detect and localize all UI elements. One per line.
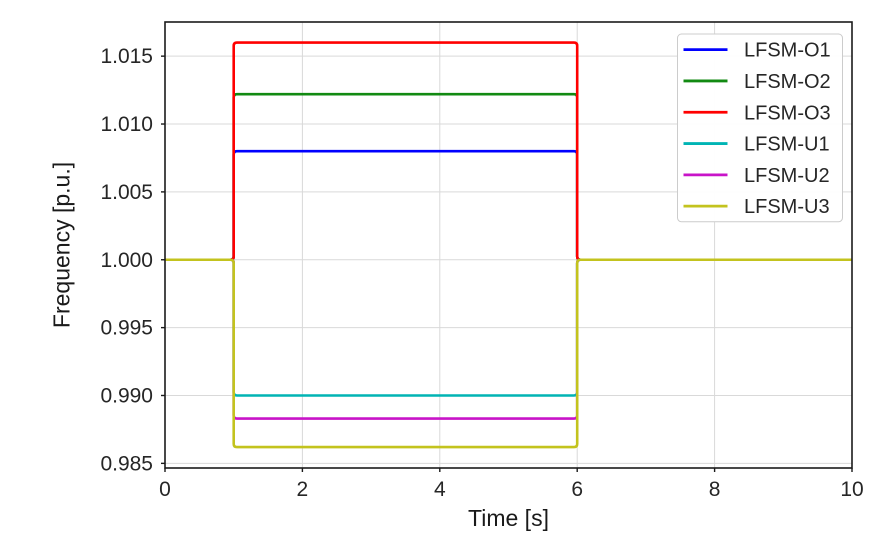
svg-text:LFSM-O3: LFSM-O3 xyxy=(744,102,831,124)
svg-text:1.000: 1.000 xyxy=(100,249,153,272)
svg-text:8: 8 xyxy=(709,478,721,501)
svg-text:LFSM-U1: LFSM-U1 xyxy=(744,134,830,156)
svg-text:0.995: 0.995 xyxy=(100,317,153,340)
svg-text:2: 2 xyxy=(297,478,309,501)
svg-text:1.005: 1.005 xyxy=(100,181,153,204)
svg-text:LFSM-U2: LFSM-U2 xyxy=(744,165,830,187)
svg-text:0.990: 0.990 xyxy=(100,384,153,407)
svg-text:LFSM-U3: LFSM-U3 xyxy=(744,196,830,218)
svg-text:Frequency [p.u.]: Frequency [p.u.] xyxy=(49,162,75,328)
svg-text:LFSM-O1: LFSM-O1 xyxy=(744,40,831,62)
svg-text:6: 6 xyxy=(571,478,583,501)
svg-text:LFSM-O2: LFSM-O2 xyxy=(744,71,831,93)
svg-text:0: 0 xyxy=(159,478,171,501)
svg-text:0.985: 0.985 xyxy=(100,452,153,475)
svg-text:Time [s]: Time [s] xyxy=(468,505,549,531)
svg-text:4: 4 xyxy=(434,478,446,501)
svg-text:1.010: 1.010 xyxy=(100,113,153,136)
svg-text:1.015: 1.015 xyxy=(100,45,153,68)
svg-text:10: 10 xyxy=(840,478,863,501)
